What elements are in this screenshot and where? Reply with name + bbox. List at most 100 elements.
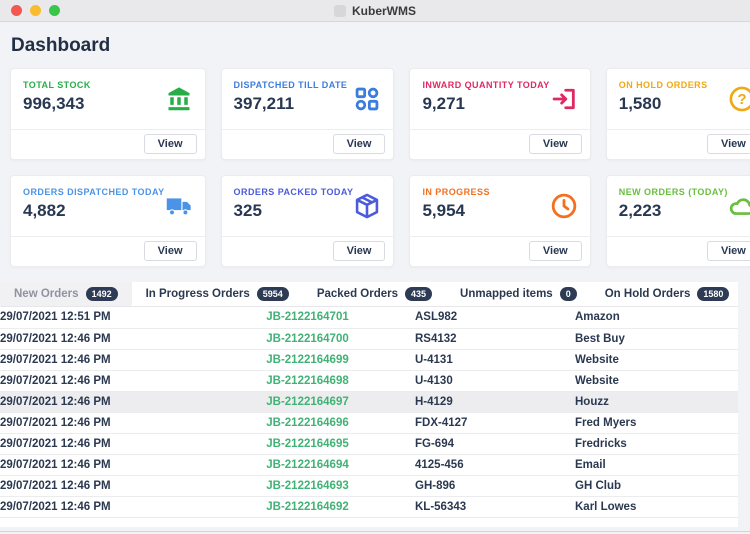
order-channel: Amazon [575, 307, 738, 328]
tab-new-orders[interactable]: New Orders 1492 [0, 282, 132, 306]
tab-on-hold-orders[interactable]: On Hold Orders 1580 [591, 282, 744, 306]
order-datetime: 29/07/2021 12:46 PM [0, 370, 200, 391]
card-total-stock: TOTAL STOCK 996,343 View [10, 68, 206, 160]
card-orders-packed-today: ORDERS PACKED TODAY 325 View [221, 175, 395, 267]
tab-count-badge: 1492 [86, 287, 118, 301]
view-button[interactable]: View [529, 134, 582, 154]
bank-icon [165, 85, 193, 113]
order-datetime: 29/07/2021 12:46 PM [0, 412, 200, 433]
clock-icon [550, 192, 578, 220]
table-row-hovered[interactable]: 29/07/2021 12:46 PM JB-2122164697 H-4129… [0, 391, 738, 412]
order-datetime: 29/07/2021 12:51 PM [0, 307, 200, 328]
tab-packed-orders[interactable]: Packed Orders 435 [303, 282, 446, 306]
page-title: Dashboard [0, 22, 750, 68]
zoom-window-icon[interactable] [49, 5, 60, 16]
window-bottom-edge [0, 531, 750, 532]
table-row[interactable]: 29/07/2021 12:46 PM JB-2122164693 GH-896… [0, 475, 738, 496]
card-value: 1,580 [619, 94, 708, 114]
view-button[interactable]: View [707, 241, 750, 261]
order-ref: ASL982 [415, 307, 575, 328]
card-value: 9,271 [422, 94, 549, 114]
card-label: DISPATCHED TILL DATE [234, 80, 348, 90]
table-row[interactable]: 29/07/2021 12:46 PM JB-2122164695 FG-694… [0, 433, 738, 454]
tab-count-badge: 0 [560, 287, 577, 301]
order-id-link[interactable]: JB-2122164692 [200, 496, 415, 517]
tab-label: In Progress Orders [146, 288, 250, 300]
orders-tabs: New Orders 1492 In Progress Orders 5954 … [0, 282, 738, 307]
order-ref: 4125-456 [415, 454, 575, 475]
stat-cards-grid: TOTAL STOCK 996,343 View DISPATCHED TILL… [0, 68, 750, 267]
order-id-link[interactable]: JB-2122164697 [200, 391, 415, 412]
card-value: 996,343 [23, 94, 91, 114]
tab-count-badge: 5954 [257, 287, 289, 301]
minimize-window-icon[interactable] [30, 5, 41, 16]
card-value: 4,882 [23, 201, 165, 221]
order-id-link[interactable]: JB-2122164693 [200, 475, 415, 496]
app-favicon [334, 5, 346, 17]
tab-dispatched-orders-today[interactable]: Dispatched Orders (Today) 4882 [743, 282, 750, 306]
tab-in-progress-orders[interactable]: In Progress Orders 5954 [132, 282, 303, 306]
table-row[interactable]: 29/07/2021 12:46 PM JB-2122164696 FDX-41… [0, 412, 738, 433]
table-row[interactable]: 29/07/2021 12:46 PM JB-2122164698 U-4130… [0, 370, 738, 391]
tab-label: Unmapped items [460, 288, 553, 300]
order-datetime: 29/07/2021 12:46 PM [0, 391, 200, 412]
order-channel: Houzz [575, 391, 738, 412]
card-orders-dispatched-today: ORDERS DISPATCHED TODAY 4,882 View [10, 175, 206, 267]
order-channel: Email [575, 454, 738, 475]
card-value: 5,954 [422, 201, 489, 221]
view-button[interactable]: View [144, 134, 197, 154]
order-ref: U-4131 [415, 349, 575, 370]
order-id-link[interactable]: JB-2122164700 [200, 328, 415, 349]
order-channel: Website [575, 370, 738, 391]
card-label: ORDERS PACKED TODAY [234, 187, 354, 197]
traffic-lights [11, 5, 60, 16]
close-window-icon[interactable] [11, 5, 22, 16]
view-button[interactable]: View [529, 241, 582, 261]
table-row[interactable]: 29/07/2021 12:51 PM JB-2122164701 ASL982… [0, 307, 738, 328]
order-id-link[interactable]: JB-2122164695 [200, 433, 415, 454]
table-row[interactable]: 29/07/2021 12:46 PM JB-2122164692 KL-563… [0, 496, 738, 517]
order-channel: Fredricks [575, 433, 738, 454]
tab-label: Packed Orders [317, 288, 398, 300]
card-value: 2,223 [619, 201, 728, 221]
window-titlebar: KuberWMS [0, 0, 750, 22]
tab-count-badge: 435 [405, 287, 432, 301]
card-inward-quantity-today: INWARD QUANTITY TODAY 9,271 View [409, 68, 590, 160]
tab-unmapped-items[interactable]: Unmapped items 0 [446, 282, 591, 306]
cloud-icon [728, 192, 750, 220]
card-dispatched-till-date: DISPATCHED TILL DATE 397,211 View [221, 68, 395, 160]
order-channel: Website [575, 349, 738, 370]
view-button[interactable]: View [333, 241, 386, 261]
order-id-link[interactable]: JB-2122164699 [200, 349, 415, 370]
order-channel: GH Club [575, 475, 738, 496]
card-label: INWARD QUANTITY TODAY [422, 80, 549, 90]
order-id-link[interactable]: JB-2122164696 [200, 412, 415, 433]
order-ref: U-4130 [415, 370, 575, 391]
table-row[interactable]: 29/07/2021 12:46 PM JB-2122164694 4125-4… [0, 454, 738, 475]
window-title: KuberWMS [352, 4, 416, 18]
view-button[interactable]: View [707, 134, 750, 154]
view-button[interactable]: View [144, 241, 197, 261]
card-on-hold-orders: ON HOLD ORDERS 1,580 ? View [606, 68, 750, 160]
order-ref: FDX-4127 [415, 412, 575, 433]
truck-icon [165, 192, 193, 220]
orders-table: 29/07/2021 12:51 PM JB-2122164701 ASL982… [0, 307, 738, 518]
card-label: ORDERS DISPATCHED TODAY [23, 187, 165, 197]
order-channel: Fred Myers [575, 412, 738, 433]
order-channel: Karl Lowes [575, 496, 738, 517]
order-datetime: 29/07/2021 12:46 PM [0, 433, 200, 454]
table-row[interactable]: 29/07/2021 12:46 PM JB-2122164700 RS4132… [0, 328, 738, 349]
order-datetime: 29/07/2021 12:46 PM [0, 496, 200, 517]
card-label: NEW ORDERS (TODAY) [619, 187, 728, 197]
card-label: IN PROGRESS [422, 187, 489, 197]
qr-grid-icon [353, 85, 381, 113]
order-id-link[interactable]: JB-2122164698 [200, 370, 415, 391]
sign-in-icon [550, 85, 578, 113]
table-row[interactable]: 29/07/2021 12:46 PM JB-2122164699 U-4131… [0, 349, 738, 370]
view-button[interactable]: View [333, 134, 386, 154]
order-id-link[interactable]: JB-2122164694 [200, 454, 415, 475]
tab-label: On Hold Orders [605, 288, 691, 300]
question-circle-icon: ? [728, 85, 750, 113]
order-id-link[interactable]: JB-2122164701 [200, 307, 415, 328]
card-value: 397,211 [234, 94, 348, 114]
